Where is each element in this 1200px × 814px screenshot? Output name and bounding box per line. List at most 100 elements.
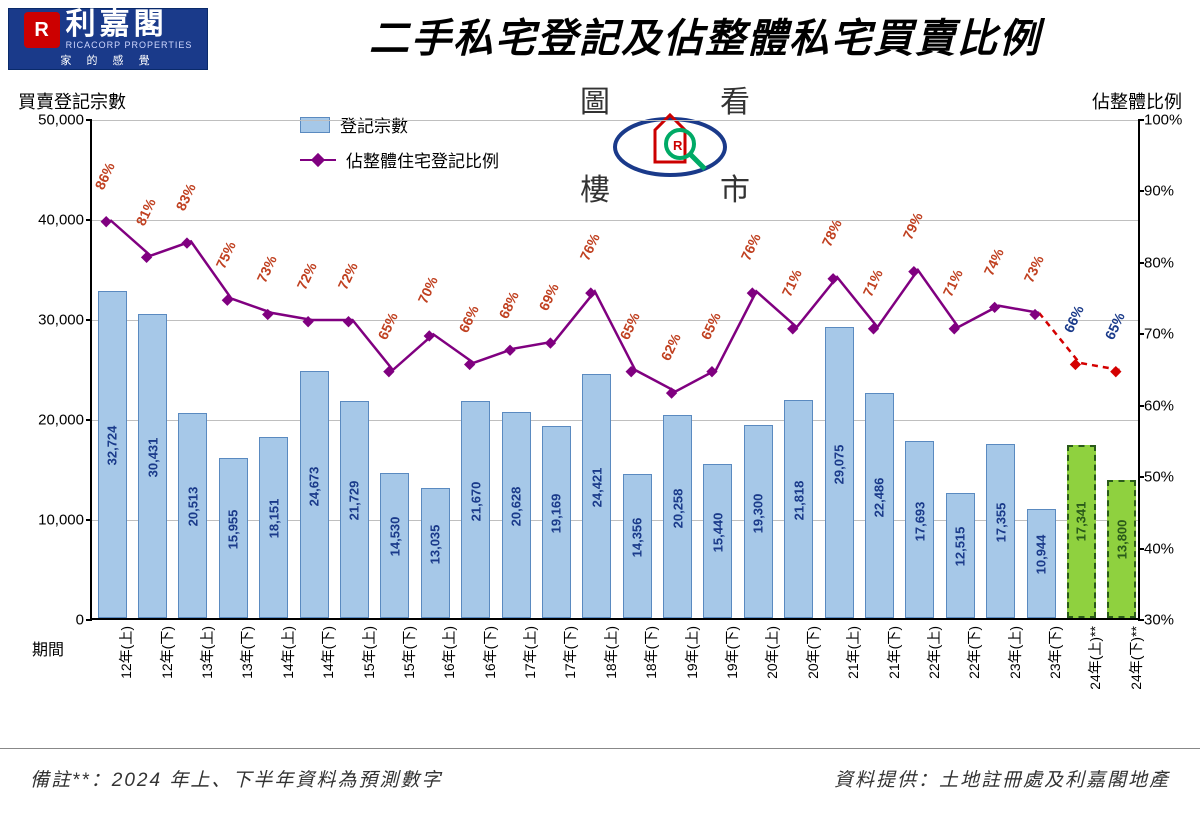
y-right-tick: 70% bbox=[1144, 326, 1188, 343]
footnote: 備註**：2024 年上、下半年資料為預測數字 bbox=[30, 765, 442, 792]
y-right-title: 佔整體比例 bbox=[1092, 88, 1182, 114]
y-left-tick: 20,000 bbox=[24, 412, 84, 429]
y-right-tick: 100% bbox=[1144, 112, 1188, 129]
bar: 13,800 bbox=[1107, 480, 1136, 618]
bar-value-label: 29,075 bbox=[832, 444, 847, 484]
y-left-tick: 10,000 bbox=[24, 512, 84, 529]
bar: 10,944 bbox=[1027, 509, 1056, 618]
x-tick-label: 22年(下) bbox=[964, 626, 984, 679]
bar: 20,258 bbox=[663, 415, 692, 618]
x-tick-label: 24年(下)** bbox=[1126, 626, 1146, 690]
bar: 21,670 bbox=[461, 401, 490, 618]
bar-value-label: 17,693 bbox=[912, 501, 927, 541]
bar-value-label: 10,944 bbox=[1034, 535, 1049, 575]
logo-tagline: 家 的 感 覺 bbox=[60, 52, 155, 68]
x-tick-label: 17年(下) bbox=[560, 626, 580, 679]
bar: 20,628 bbox=[502, 412, 531, 618]
bar-value-label: 32,724 bbox=[105, 426, 120, 466]
logo-en: RICACORP PROPERTIES bbox=[66, 40, 193, 50]
bar: 21,729 bbox=[340, 401, 369, 618]
bar-value-label: 19,169 bbox=[549, 494, 564, 534]
bar: 18,151 bbox=[259, 437, 288, 619]
bar-value-label: 22,486 bbox=[872, 477, 887, 517]
bar-value-label: 17,355 bbox=[993, 503, 1008, 543]
bar-value-label: 20,513 bbox=[185, 487, 200, 527]
bar-value-label: 15,440 bbox=[710, 512, 725, 552]
bar: 29,075 bbox=[825, 327, 854, 618]
bar: 19,300 bbox=[744, 425, 773, 618]
plot-area: 010,00020,00030,00040,00050,00030%40%50%… bbox=[90, 120, 1140, 620]
bar-value-label: 20,628 bbox=[509, 486, 524, 526]
x-tick-label: 13年(上) bbox=[197, 626, 217, 679]
bar-value-label: 21,729 bbox=[347, 481, 362, 521]
bar: 32,724 bbox=[98, 291, 127, 618]
logo-cn: 利嘉閣 bbox=[66, 10, 193, 40]
x-tick-label: 14年(上) bbox=[278, 626, 298, 679]
bar-value-label: 30,431 bbox=[145, 437, 160, 477]
bar-value-label: 13,800 bbox=[1114, 520, 1129, 560]
bar: 13,035 bbox=[421, 488, 450, 618]
bar-value-label: 21,818 bbox=[791, 481, 806, 521]
bar: 17,355 bbox=[986, 444, 1015, 618]
x-tick-label: 21年(下) bbox=[884, 626, 904, 679]
bar: 21,818 bbox=[784, 400, 813, 618]
wm-tr: 看 bbox=[720, 86, 750, 119]
bar: 30,431 bbox=[138, 314, 167, 618]
logo-badge: R bbox=[24, 12, 60, 48]
x-axis-title: 期間 bbox=[32, 636, 64, 660]
chart-title: 二手私宅登記及佔整體私宅買賣比例 bbox=[220, 6, 1190, 64]
chart: 010,00020,00030,00040,00050,00030%40%50%… bbox=[90, 120, 1140, 680]
x-tick-label: 13年(下) bbox=[237, 626, 257, 679]
x-tick-label: 20年(下) bbox=[803, 626, 823, 679]
x-tick-label: 12年(上) bbox=[116, 626, 136, 679]
bar: 14,356 bbox=[623, 474, 652, 618]
x-tick-label: 15年(上) bbox=[359, 626, 379, 679]
bar: 17,693 bbox=[905, 441, 934, 618]
x-tick-label: 19年(上) bbox=[682, 626, 702, 679]
wm-tl: 圖 bbox=[580, 86, 610, 119]
y-left-tick: 0 bbox=[24, 612, 84, 629]
bar-value-label: 13,035 bbox=[428, 524, 443, 564]
bar: 19,169 bbox=[542, 426, 571, 618]
y-right-tick: 60% bbox=[1144, 397, 1188, 414]
bar-value-label: 17,341 bbox=[1074, 502, 1089, 542]
y-left-tick: 40,000 bbox=[24, 212, 84, 229]
x-tick-label: 18年(下) bbox=[641, 626, 661, 679]
bar-value-label: 21,670 bbox=[468, 481, 483, 521]
brand-logo: R 利嘉閣 RICACORP PROPERTIES 家 的 感 覺 bbox=[8, 8, 208, 70]
y-left-tick: 30,000 bbox=[24, 312, 84, 329]
x-tick-label: 17年(上) bbox=[520, 626, 540, 679]
x-tick-label: 14年(下) bbox=[318, 626, 338, 679]
y-right-tick: 50% bbox=[1144, 469, 1188, 486]
y-left-tick: 50,000 bbox=[24, 112, 84, 129]
source: 資料提供：土地註冊處及利嘉閣地產 bbox=[834, 765, 1170, 792]
y-left-title: 買賣登記宗數 bbox=[18, 88, 126, 114]
bar-value-label: 19,300 bbox=[751, 493, 766, 533]
bar-value-label: 20,258 bbox=[670, 488, 685, 528]
bar-value-label: 18,151 bbox=[266, 499, 281, 539]
bar-value-label: 24,421 bbox=[589, 468, 604, 508]
x-tick-label: 23年(下) bbox=[1045, 626, 1065, 679]
y-right-tick: 80% bbox=[1144, 254, 1188, 271]
bar-value-label: 24,673 bbox=[307, 466, 322, 506]
bar: 22,486 bbox=[865, 393, 894, 618]
bar: 15,440 bbox=[703, 464, 732, 618]
x-tick-label: 23年(上) bbox=[1005, 626, 1025, 679]
x-tick-label: 22年(上) bbox=[924, 626, 944, 679]
bar: 17,341 bbox=[1067, 445, 1096, 618]
x-tick-label: 19年(下) bbox=[722, 626, 742, 679]
bar: 12,515 bbox=[946, 493, 975, 618]
bar-value-label: 15,955 bbox=[226, 510, 241, 550]
x-tick-label: 21年(上) bbox=[843, 626, 863, 679]
bar: 24,421 bbox=[582, 374, 611, 618]
x-tick-label: 24年(上)** bbox=[1085, 626, 1105, 690]
bar: 15,955 bbox=[219, 458, 248, 618]
x-tick-label: 16年(上) bbox=[439, 626, 459, 679]
footer: 備註**：2024 年上、下半年資料為預測數字 資料提供：土地註冊處及利嘉閣地產 bbox=[0, 748, 1200, 808]
bar: 20,513 bbox=[178, 413, 207, 618]
x-tick-label: 15年(下) bbox=[399, 626, 419, 679]
y-right-tick: 40% bbox=[1144, 540, 1188, 557]
x-tick-label: 16年(下) bbox=[480, 626, 500, 679]
bar: 14,530 bbox=[380, 473, 409, 618]
x-tick-label: 12年(下) bbox=[157, 626, 177, 679]
